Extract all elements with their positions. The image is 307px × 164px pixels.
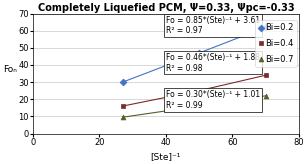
Y-axis label: Foₙ: Foₙ [3,64,17,73]
Text: Fo = 0.46*(Ste)⁻¹ + 1.88
R² = 0.98: Fo = 0.46*(Ste)⁻¹ + 1.88 R² = 0.98 [166,53,260,72]
Text: Fo = 0.30*(Ste)⁻¹ + 1.01
R² = 0.99: Fo = 0.30*(Ste)⁻¹ + 1.01 R² = 0.99 [166,90,260,110]
Title: Completely Liquefied PCM, Ψ=0.33, Ψpc=-0.33: Completely Liquefied PCM, Ψ=0.33, Ψpc=-0… [37,3,294,13]
Legend: Bi=0.2, Bi=0.4, Bi=0.7: Bi=0.2, Bi=0.4, Bi=0.7 [255,20,297,67]
X-axis label: [Ste]⁻¹: [Ste]⁻¹ [151,152,181,161]
Text: Fo = 0.85*(Ste)⁻¹ + 3.61
R² = 0.97: Fo = 0.85*(Ste)⁻¹ + 3.61 R² = 0.97 [166,16,260,35]
